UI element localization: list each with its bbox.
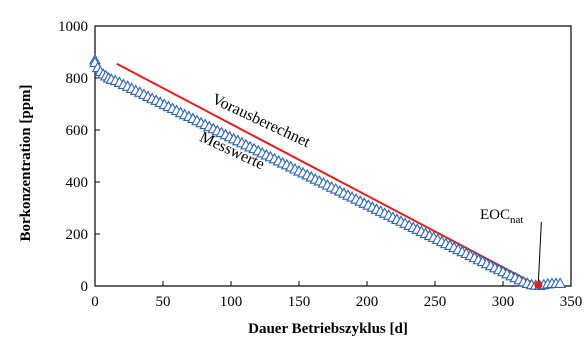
eoc-annotation: EOCnat (480, 207, 523, 226)
eoc-leader-line (537, 221, 542, 283)
y-axis-title: Borkonzentration [ppm] (18, 84, 34, 241)
y-tick-label: 400 (66, 175, 89, 191)
y-tick-label: 600 (66, 123, 89, 139)
measured-point (554, 277, 567, 288)
predicted-line (116, 62, 539, 287)
x-tick-label: 100 (220, 294, 243, 310)
x-tick-label: 50 (156, 294, 171, 310)
y-tick-label: 0 (81, 279, 89, 295)
x-tick-label: 350 (560, 294, 583, 310)
measured-series (89, 53, 567, 291)
plot-frame (94, 25, 572, 287)
axis-ticks: 0 50 100 150 200 250 300 350 0 200 400 600 800 1000 (58, 19, 582, 310)
x-tick-label: 0 (91, 294, 99, 310)
x-axis-title: Dauer Betriebszyklus [d] (248, 321, 408, 337)
eoc-annotation-main: EOC (480, 207, 510, 223)
y-tick-label: 1000 (58, 19, 88, 35)
plot-border (94, 25, 572, 287)
x-tick-label: 200 (356, 294, 379, 310)
y-tick-label: 800 (66, 71, 89, 87)
eoc-point-marker (534, 281, 543, 289)
predicted-series (116, 62, 539, 287)
x-tick-label: 150 (288, 294, 311, 310)
x-tick-label: 250 (424, 294, 447, 310)
eoc-annotation-subscript: nat (510, 214, 523, 226)
x-tick-label: 300 (492, 294, 515, 310)
y-tick-label: 200 (66, 227, 89, 243)
